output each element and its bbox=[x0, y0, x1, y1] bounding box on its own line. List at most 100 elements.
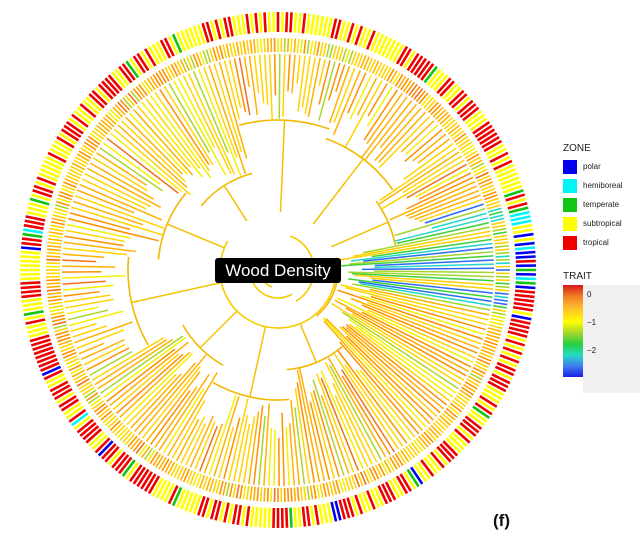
zone-ring-tick bbox=[514, 289, 536, 294]
trait-ring-tick bbox=[319, 42, 324, 57]
zone-ring-tick bbox=[58, 132, 77, 145]
trait-ring-tick bbox=[74, 375, 88, 384]
zone-ring-tick bbox=[293, 12, 298, 33]
tree-branch bbox=[130, 373, 182, 429]
tree-branch bbox=[324, 362, 378, 463]
trait-ring-tick bbox=[73, 372, 87, 381]
tree-branch bbox=[362, 246, 493, 262]
zone-ring-tick bbox=[493, 369, 513, 381]
trait-ring-tick bbox=[478, 354, 492, 362]
tree-branch bbox=[370, 295, 486, 331]
zone-ring-tick bbox=[231, 504, 238, 525]
zone-ring-tick bbox=[101, 443, 117, 460]
tree-branch bbox=[304, 57, 316, 115]
zone-ring-tick bbox=[346, 497, 355, 518]
zone-ring-tick bbox=[23, 310, 44, 317]
tree-branch bbox=[374, 263, 494, 269]
trait-ring-tick bbox=[466, 153, 480, 162]
zone-ring-tick bbox=[155, 479, 168, 499]
trait-ring-tick bbox=[63, 181, 77, 189]
trait-ring-tick bbox=[368, 59, 377, 73]
trait-ring-tick bbox=[335, 479, 341, 494]
tree-branch bbox=[341, 255, 494, 267]
zone-ring-tick bbox=[21, 241, 42, 247]
zone-ring-tick bbox=[38, 357, 58, 368]
trait-ring-tick bbox=[484, 194, 498, 201]
tree-branch bbox=[263, 403, 270, 486]
trait-ring-tick bbox=[495, 282, 510, 285]
trait-ring-tick bbox=[112, 422, 124, 434]
trait-ring-tick bbox=[208, 48, 215, 62]
tree-branch bbox=[285, 427, 290, 486]
tree-branch bbox=[363, 89, 398, 141]
tree-branch bbox=[381, 159, 465, 210]
trait-ring-tick bbox=[441, 412, 454, 424]
trait-ring-tick bbox=[60, 345, 75, 353]
tree-branch bbox=[334, 395, 369, 467]
zone-ring-tick bbox=[485, 143, 505, 156]
tree-branch bbox=[354, 274, 494, 286]
trait-ring-tick bbox=[303, 486, 307, 501]
zone-legend-label: tropical bbox=[583, 238, 609, 247]
trait-ring-tick bbox=[371, 466, 380, 480]
zone-ring-tick bbox=[43, 159, 63, 171]
tree-branch bbox=[328, 65, 351, 124]
trait-ring-tick bbox=[50, 311, 65, 316]
trait-ring-tick bbox=[495, 258, 510, 262]
tree-branch bbox=[63, 290, 100, 297]
trait-ring-tick bbox=[91, 400, 105, 410]
trait-ring-tick bbox=[132, 439, 143, 452]
trait-ring-tick bbox=[195, 52, 203, 67]
tree-branch bbox=[162, 388, 205, 454]
zone-ring-tick bbox=[491, 155, 511, 167]
zone-ring-tick bbox=[469, 408, 488, 423]
trait-ring-tick bbox=[127, 92, 138, 105]
tree-branch bbox=[361, 304, 478, 354]
zone-ring-tick bbox=[493, 159, 513, 171]
zone-ring-tick bbox=[254, 12, 259, 34]
trait-ring-tick bbox=[242, 40, 247, 55]
trait-ring-tick bbox=[143, 79, 154, 93]
trait-ring-tick bbox=[437, 111, 449, 123]
trait-ring-tick bbox=[423, 431, 434, 443]
zone-ring-tick bbox=[41, 163, 62, 175]
colorbar-tick: 0 bbox=[587, 290, 592, 299]
zone-ring-tick bbox=[481, 391, 500, 404]
zone-ring-tick bbox=[469, 117, 488, 132]
zone-ring-tick bbox=[184, 491, 194, 512]
zone-ring-tick bbox=[395, 45, 409, 65]
zone-ring-tick bbox=[71, 113, 89, 128]
zone-ring-tick bbox=[33, 346, 54, 356]
tree-branch bbox=[253, 405, 264, 485]
zone-ring-tick bbox=[197, 24, 206, 45]
tree-branch bbox=[62, 275, 126, 279]
tree-branch bbox=[339, 341, 420, 435]
zone-ring-tick bbox=[159, 39, 172, 59]
trait-ring-tick bbox=[474, 363, 488, 372]
tree-branch bbox=[258, 415, 266, 486]
zone-ring-tick bbox=[342, 21, 351, 42]
zone-ring-tick bbox=[85, 428, 103, 444]
zone-ring-tick bbox=[496, 167, 516, 179]
zone-ring-tick bbox=[512, 305, 534, 312]
trait-ring-tick bbox=[68, 363, 82, 372]
zone-ring-tick bbox=[399, 473, 412, 492]
tree-branch bbox=[106, 137, 179, 194]
tree-branch bbox=[109, 341, 189, 407]
tree-branch bbox=[159, 88, 210, 166]
trait-ring-tick bbox=[117, 427, 128, 439]
trait-ring-tick bbox=[286, 487, 290, 502]
trait-ring-tick bbox=[306, 39, 310, 55]
zone-ring-tick bbox=[506, 197, 527, 206]
trait-ring-tick bbox=[402, 79, 413, 93]
tree-branch bbox=[406, 176, 474, 210]
zone-ring-tick bbox=[45, 373, 65, 385]
trait-ring-tick bbox=[82, 386, 95, 396]
tree-branch bbox=[69, 310, 124, 327]
zone-ring-tick bbox=[429, 451, 445, 469]
zone-ring-tick bbox=[508, 326, 529, 334]
zone-ring-tick bbox=[350, 24, 359, 45]
trait-ring-tick bbox=[167, 461, 176, 475]
zone-ring-tick bbox=[140, 50, 153, 69]
zone-ring-tick bbox=[505, 193, 526, 202]
